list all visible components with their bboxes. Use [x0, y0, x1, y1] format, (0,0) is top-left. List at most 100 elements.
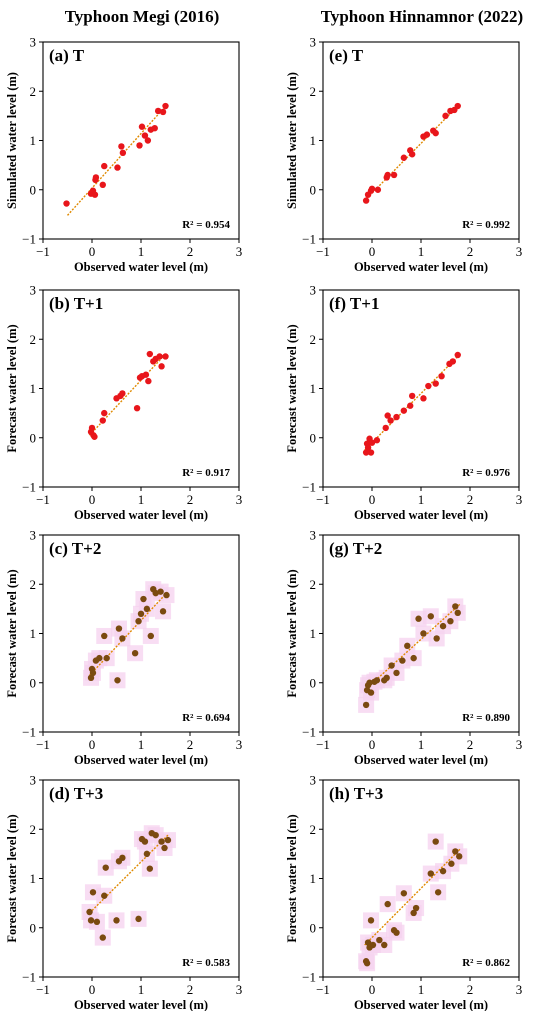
data-point — [373, 437, 381, 444]
data-point — [454, 351, 461, 359]
y-tick-label: 2 — [30, 84, 37, 99]
data-point — [408, 151, 416, 158]
data-point — [99, 934, 106, 941]
plot-frame — [42, 289, 240, 488]
data-point — [382, 424, 389, 432]
data-point — [158, 838, 165, 845]
x-tick-label: 3 — [516, 982, 523, 997]
data-point — [151, 124, 158, 132]
data-point — [119, 390, 126, 397]
x-tick-label: 3 — [516, 244, 523, 259]
x-axis-label: Observed water level (m) — [354, 753, 488, 767]
data-point — [362, 197, 370, 204]
data-point — [63, 200, 70, 207]
data-point — [119, 854, 126, 862]
x-axis-label: Observed water level (m) — [354, 260, 488, 274]
fit-line — [364, 353, 461, 451]
data-point — [439, 622, 447, 630]
data-point — [366, 679, 373, 686]
x-tick-label: 0 — [369, 244, 376, 259]
x-axis-label: Observed water level (m) — [74, 998, 208, 1011]
plot-frame — [322, 41, 520, 240]
data-point — [147, 632, 154, 640]
data-point — [420, 630, 427, 637]
data-point — [135, 617, 142, 625]
y-tick-label: 2 — [30, 332, 37, 347]
data-point — [452, 848, 459, 855]
data-point — [101, 162, 108, 170]
y-tick-label: 1 — [310, 381, 317, 396]
y-tick-label: 0 — [30, 182, 37, 197]
data-point — [410, 909, 417, 917]
scatter-panel-5: −1 0 1 2 3 −1 0 1 2 3 Observed water level (m) Fore… — [5, 528, 242, 768]
data-point — [410, 654, 417, 662]
data-point — [87, 674, 95, 682]
r-squared-label: R² = 0.694 — [182, 712, 230, 724]
scatter-panel-3: −1 0 1 2 3 −1 0 1 2 3 Observed water level (m) Fore… — [5, 283, 242, 523]
y-axis-label: Forecast water level (m) — [285, 569, 299, 697]
data-point — [399, 657, 406, 664]
data-point — [427, 613, 434, 620]
x-tick-label: 0 — [89, 982, 96, 997]
y-tick-label: 0 — [30, 675, 37, 690]
data-point — [158, 363, 165, 370]
y-tick-label: 0 — [310, 182, 317, 197]
panel-label: (e) T — [329, 46, 364, 65]
x-tick-label: 2 — [467, 982, 474, 997]
data-point — [404, 642, 411, 650]
data-point — [376, 936, 383, 944]
data-point — [383, 674, 390, 682]
fit-line — [66, 103, 169, 216]
data-point — [146, 350, 154, 358]
data-point — [390, 171, 398, 179]
data-point — [92, 174, 100, 181]
y-tick-label: −1 — [22, 232, 36, 247]
data-point — [373, 677, 381, 684]
y-tick-label: 1 — [310, 871, 317, 886]
x-axis-label: Observed water level (m) — [354, 998, 488, 1011]
y-tick-label: 3 — [310, 283, 317, 298]
data-point — [87, 917, 95, 924]
x-tick-label: 1 — [138, 737, 145, 752]
data-point — [114, 677, 121, 684]
data-point — [143, 850, 151, 858]
scatter-panel-2: −1 0 1 2 3 −1 0 1 2 3 Observed water level (m) Simu… — [285, 35, 522, 275]
y-tick-label: 1 — [30, 626, 37, 641]
x-axis-label: Observed water level (m) — [74, 508, 208, 522]
data-point — [400, 154, 408, 161]
y-axis-label: Simulated water level (m) — [5, 72, 19, 209]
data-point — [91, 433, 98, 440]
y-tick-label: 3 — [30, 773, 37, 788]
data-point — [427, 870, 434, 877]
x-tick-label: 1 — [418, 982, 425, 997]
x-tick-label: −1 — [36, 982, 50, 997]
data-point — [393, 929, 400, 936]
data-point — [433, 635, 440, 642]
data-point — [141, 838, 149, 845]
y-tick-label: 3 — [310, 528, 317, 543]
x-tick-label: −1 — [316, 737, 330, 752]
x-axis-label: Observed water level (m) — [354, 508, 488, 522]
x-tick-label: 3 — [236, 982, 243, 997]
x-tick-label: 2 — [187, 982, 194, 997]
data-point — [102, 864, 109, 871]
panel-label: (h) T+3 — [329, 784, 383, 803]
y-axis-label: Forecast water level (m) — [5, 324, 19, 452]
y-tick-label: 3 — [30, 35, 37, 50]
data-point — [393, 669, 400, 677]
data-point — [423, 131, 431, 138]
x-tick-label: 3 — [236, 492, 243, 507]
data-point — [438, 372, 445, 380]
x-tick-label: 0 — [89, 244, 96, 259]
panel-label: (f) T+1 — [329, 294, 379, 313]
x-tick-label: −1 — [316, 244, 330, 259]
x-tick-label: 3 — [236, 737, 243, 752]
data-point — [442, 112, 449, 120]
x-tick-label: 0 — [369, 982, 376, 997]
data-point — [432, 129, 439, 137]
panel-label: (c) T+2 — [49, 539, 101, 558]
data-point — [162, 102, 169, 110]
x-tick-label: 2 — [467, 492, 474, 507]
x-tick-label: 0 — [369, 492, 376, 507]
y-tick-label: 0 — [310, 675, 317, 690]
